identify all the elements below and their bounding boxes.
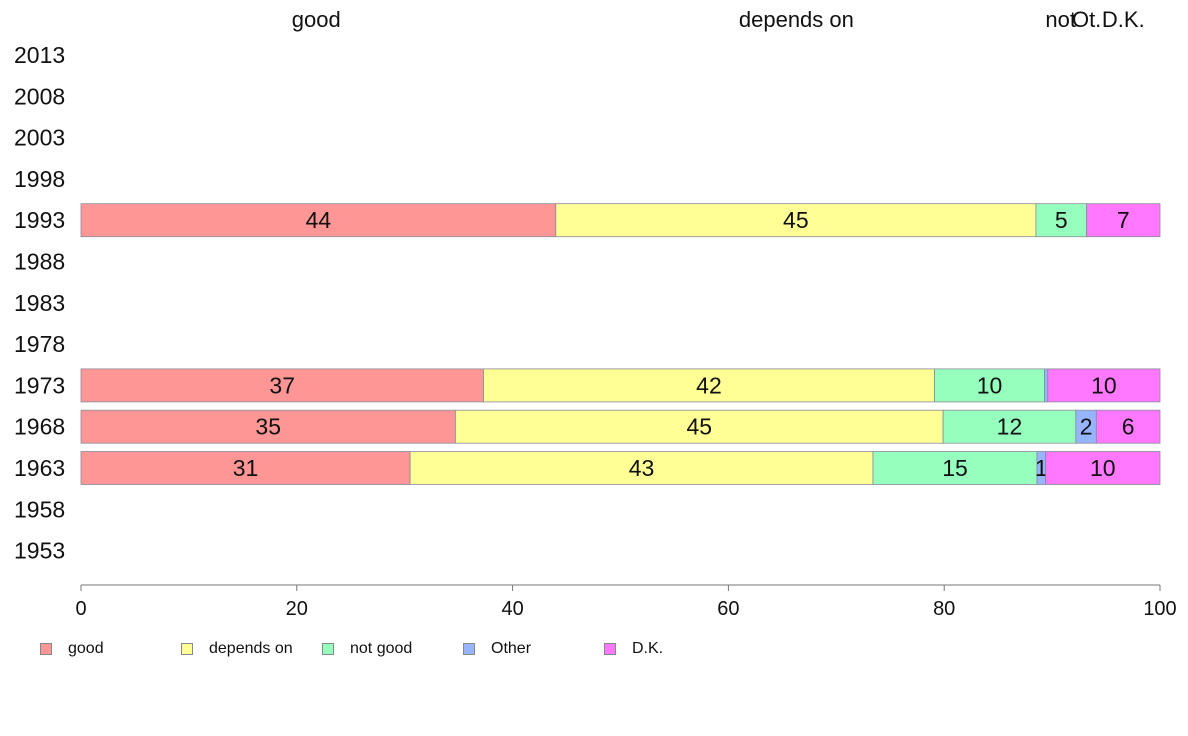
top-label-ot: Ot. [1072,7,1101,32]
legend-label-other: Other [491,640,532,657]
data-label-1968-not-good: 12 [997,414,1023,440]
y-tick-label-1988: 1988 [14,249,65,275]
y-tick-label-2003: 2003 [14,125,65,151]
data-label-1973-good: 37 [269,372,295,398]
bar-1968-not-good [942,409,1077,444]
data-label-1973-depends-on: 42 [696,372,722,398]
bar-1968-good [80,409,456,444]
y-tick-label-1998: 1998 [14,166,65,192]
data-label-1973-d-k: 10 [1091,372,1117,398]
y-tick-label-1973: 1973 [14,372,65,398]
bar-1973-depends-on [483,368,935,403]
bar-1973-other [1044,368,1049,403]
data-label-1993-not-good: 5 [1055,207,1068,233]
y-tick-label-2008: 2008 [14,83,65,109]
y-tick-label-1968: 1968 [14,414,65,440]
legend-item-depends-on: depends on [181,636,293,662]
bar-1963-d-k [1045,451,1161,485]
data-label-1973-not-good: 10 [977,372,1003,398]
legend-swatch-not-good [322,643,334,655]
bar-1963-good [80,451,411,485]
data-label-1963-not-good: 15 [942,455,968,481]
data-label-1963-depends-on: 43 [629,455,655,481]
data-label-1993-d-k: 7 [1117,207,1130,233]
y-tick-label-2013: 2013 [14,42,65,68]
legend-label-depends-on: depends on [209,640,293,657]
y-tick-label-1963: 1963 [14,455,65,481]
legend: good depends on not good Other D.K. [0,636,1188,662]
legend-item-not-good: not good [322,636,412,662]
top-label-d-k: D.K. [1102,7,1145,32]
y-tick-label-1953: 1953 [14,538,65,564]
data-label-1993-good: 44 [306,207,332,233]
bars-group: 44 45 5 7 37 42 10 10 35 45 12 2 6 31 43 15 1 10 [80,203,1161,485]
legend-label-dk: D.K. [632,640,664,657]
legend-swatch-good [40,643,52,655]
bar-1993-not-good [1035,203,1088,238]
data-label-1963-d-k: 10 [1090,455,1116,481]
bar-1993-good [80,203,557,238]
data-label-1963-other: 1 [1035,455,1048,481]
data-label-1968-d-k: 6 [1122,414,1135,440]
top-label-not: not [1045,7,1076,32]
x-tick-label-60: 60 [717,598,739,620]
legend-swatch-depends-on [181,643,193,655]
bar-1973-not-good [934,368,1045,403]
bar-1973-good [80,368,484,403]
y-tick-label-1983: 1983 [14,290,65,316]
x-tick-label-80: 80 [933,598,955,620]
y-tick-label-1958: 1958 [14,496,65,522]
x-tick-label-0: 0 [75,598,86,620]
x-tick-label-100: 100 [1143,598,1176,620]
legend-label-not-good: not good [350,640,413,657]
bar-1968-d-k [1095,409,1161,444]
bar-1993-d-k [1086,203,1161,238]
legend-swatch-dk [604,643,616,655]
y-axis-labels: 2013 2008 2003 1998 1993 1988 1983 1978 1973 1968… [14,42,65,564]
bar-1973-d-k [1047,368,1161,403]
x-tick-label-20: 20 [286,598,308,620]
x-tick-label-40: 40 [501,598,523,620]
data-label-1968-other: 2 [1080,414,1093,440]
top-label-good: good [292,7,341,32]
bar-1963-depends-on [409,451,874,485]
data-label-1968-good: 35 [255,414,281,440]
legend-item-good: good [40,636,104,662]
bar-1993-depends-on [555,203,1037,238]
legend-label-good: good [68,640,104,657]
top-label-depends-on: depends on [739,7,854,32]
y-tick-label-1978: 1978 [14,331,65,357]
legend-swatch-other [463,643,475,655]
y-tick-label-1993: 1993 [14,207,65,233]
data-label-1963-good: 31 [233,455,259,481]
bar-1968-depends-on [455,409,944,444]
legend-item-other: Other [463,636,531,662]
data-label-1993-depends-on: 45 [783,207,809,233]
x-axis: 0 20 40 60 80 100 [75,584,1177,620]
legend-item-dk: D.K. [604,636,663,662]
data-label-1968-depends-on: 45 [686,414,712,440]
